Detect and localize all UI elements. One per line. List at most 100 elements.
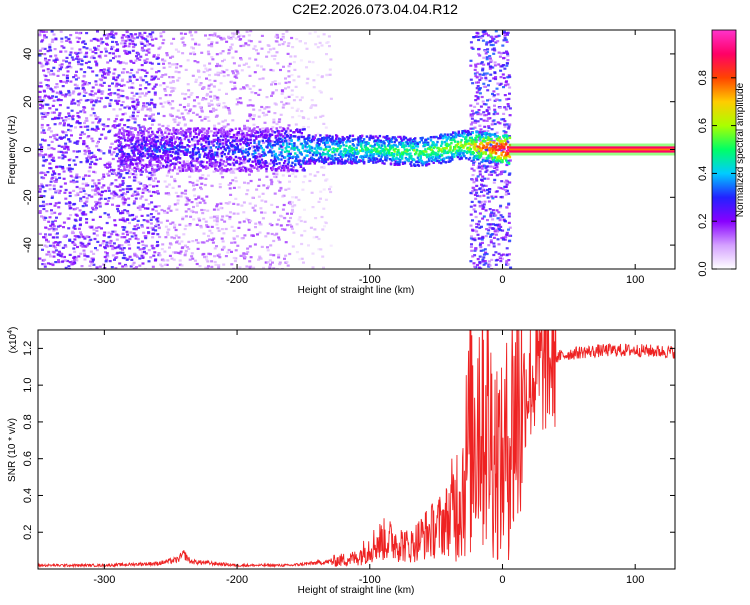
noise-cell-1 [246,85,250,88]
noise-cell-1 [284,96,288,99]
noise-cell-1 [234,74,238,77]
noise-cell-0 [63,255,66,259]
noise-cell-1 [189,215,193,218]
noise-cell-0 [85,235,89,238]
noise-cell-0 [91,208,95,211]
noise-cell-3 [473,249,477,252]
noise-cell-0 [92,112,96,115]
noise-cell-1 [271,261,274,264]
signal-cell [305,137,308,140]
noise-cell-0 [145,49,149,52]
noise-cell-0 [89,250,93,253]
noise-cell-0 [136,103,140,106]
noise-cell-0 [83,258,87,261]
signal-cell [227,162,230,166]
noise-cell-1 [246,119,250,122]
signal-cell [203,127,206,131]
noise-cell-0 [99,197,103,200]
signal-cell [140,140,144,143]
noise-cell-0 [82,132,86,136]
signal-cell [137,131,140,134]
signal-cell [287,145,290,149]
noise-cell-3 [504,220,507,223]
signal-cell [242,169,245,172]
noise-cell-0 [146,220,150,224]
noise-cell-3 [479,62,483,65]
signal-cell [209,160,212,163]
noise-cell-1 [277,43,281,46]
noise-cell-0 [91,70,95,73]
noise-cell-0 [146,41,149,44]
noise-cell-0 [126,233,129,236]
signal-cell [232,133,236,137]
noise-cell-1 [178,116,182,119]
noise-cell-3 [508,114,512,117]
signal-cell [259,130,263,134]
noise-cell-1 [177,139,181,142]
noise-cell-0 [129,37,133,40]
noise-cell-1 [281,146,284,150]
signal-cell [190,167,193,170]
signal-cell [152,168,155,172]
noise-cell-1 [224,164,228,167]
noise-cell-1 [205,143,209,147]
noise-cell-1 [173,87,177,90]
noise-cell-3 [505,263,508,266]
noise-cell-2 [320,215,324,219]
noise-cell-1 [267,51,271,54]
noise-cell-0 [109,240,113,243]
noise-cell-1 [219,160,223,163]
signal-cell [165,142,169,146]
noise-cell-0 [72,181,76,184]
signal-cell [306,160,309,163]
noise-cell-0 [64,188,68,192]
noise-cell-0 [110,31,114,34]
noise-cell-2 [290,74,294,77]
noise-cell-1 [284,87,287,90]
noise-cell-1 [204,98,208,101]
signal-cell [170,141,173,145]
noise-cell-0 [124,263,127,267]
signal-cell [248,158,251,161]
noise-cell-1 [209,130,213,133]
signal-cell [172,147,175,151]
noise-cell-3 [471,114,474,117]
noise-cell-2 [314,141,318,144]
noise-cell-1 [158,235,162,239]
signal-cell [247,143,251,147]
noise-cell-0 [102,71,106,74]
noise-cell-3 [478,73,482,76]
noise-cell-0 [105,221,109,225]
noise-cell-3 [487,260,491,263]
signal-cell [212,144,215,147]
noise-cell-0 [62,46,66,49]
noise-cell-3 [480,77,484,80]
signal-cell [309,162,312,165]
noise-cell-1 [196,241,200,244]
noise-cell-1 [267,110,271,113]
signal-cell [136,156,139,159]
noise-cell-0 [75,142,79,145]
signal-cell [148,135,151,139]
noise-cell-1 [249,256,253,259]
noise-cell-0 [53,246,57,249]
noise-cell-1 [280,215,284,218]
noise-cell-1 [182,106,186,109]
noise-cell-0 [65,79,69,83]
signal-cell [178,137,182,140]
noise-cell-0 [152,216,156,219]
noise-cell-1 [158,46,162,49]
noise-cell-0 [78,218,82,222]
noise-cell-0 [52,229,56,232]
noise-cell-0 [95,99,98,102]
noise-cell-3 [508,239,512,242]
noise-cell-0 [143,59,147,62]
noise-cell-0 [135,55,138,58]
signal-cell [150,134,153,137]
noise-cell-3 [483,200,487,203]
signal-cell [133,146,136,149]
noise-cell-0 [143,44,147,47]
noise-cell-3 [484,52,488,55]
noise-cell-0 [64,134,68,137]
signal-cell [232,144,236,148]
